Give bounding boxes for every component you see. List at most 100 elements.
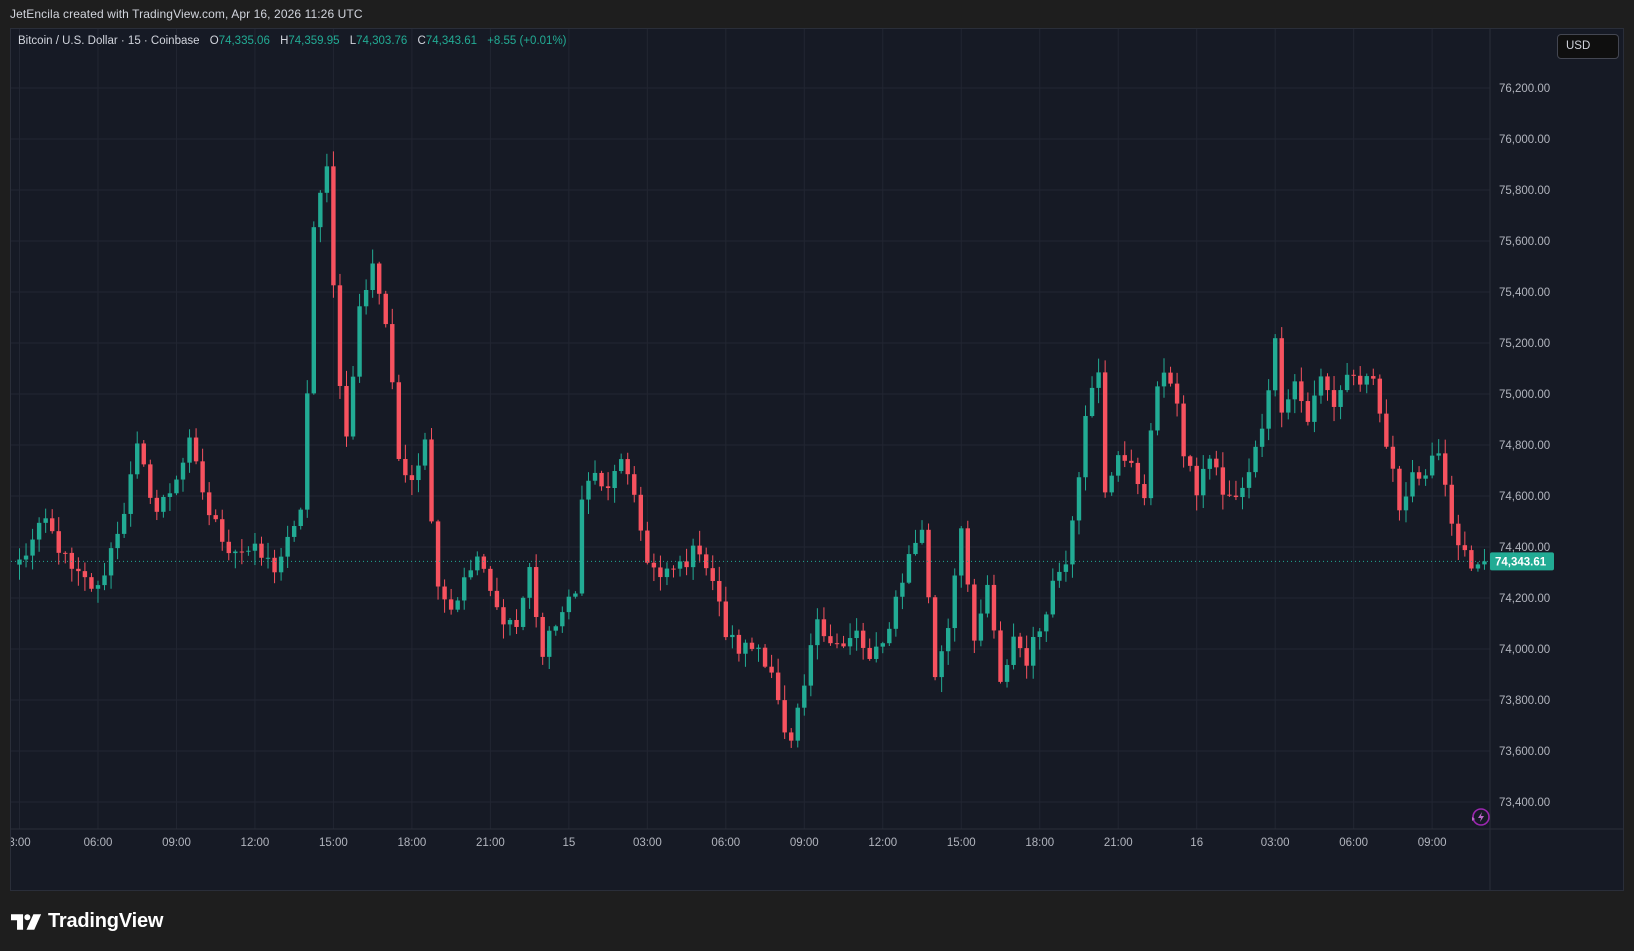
candle xyxy=(174,475,179,496)
candle xyxy=(690,538,696,580)
candle xyxy=(671,565,676,578)
candle xyxy=(645,521,650,565)
candle xyxy=(762,644,768,669)
candle xyxy=(1083,405,1088,491)
candle xyxy=(952,568,957,642)
candle xyxy=(1102,360,1108,498)
candle xyxy=(1292,374,1297,414)
price-axis[interactable]: 76,200.00 76,000.00 75,800.00 75,600.00 75,4… xyxy=(1499,83,1550,809)
time-axis[interactable]: 3:00 06:00 09:00 12:00 15:00 18:00 21:00 15 03:0… xyxy=(11,837,1447,849)
candle xyxy=(1469,545,1474,571)
candle xyxy=(566,589,572,620)
candle xyxy=(1482,549,1487,570)
candle xyxy=(834,633,840,649)
candle xyxy=(324,153,330,203)
candle xyxy=(1233,480,1239,501)
candlestick-chart[interactable]: 76,200.00 76,000.00 75,800.00 75,600.00 75,4… xyxy=(11,29,1624,891)
last-price-badge-bg xyxy=(1490,552,1554,571)
lightning-replay-icon[interactable] xyxy=(1472,808,1490,826)
candle xyxy=(1246,458,1252,499)
candle xyxy=(1031,626,1036,679)
candle xyxy=(1410,459,1415,503)
candle xyxy=(370,249,375,298)
candle xyxy=(1096,358,1101,404)
candle xyxy=(638,486,643,541)
candle xyxy=(265,542,271,569)
tradingview-logo-icon xyxy=(11,913,42,930)
candle xyxy=(488,566,493,597)
candle xyxy=(187,429,192,473)
candle xyxy=(867,638,872,661)
candle xyxy=(965,520,970,592)
price-tick-label: 75,400.00 xyxy=(1499,287,1550,299)
candle xyxy=(1168,366,1173,387)
candle xyxy=(1325,373,1330,401)
candle xyxy=(743,639,748,667)
candle xyxy=(985,575,990,618)
candle xyxy=(363,279,369,315)
top-bar: JetEncila created with TradingView.com, … xyxy=(0,0,1634,28)
candle xyxy=(193,428,199,465)
candle xyxy=(854,618,859,651)
candle xyxy=(795,703,800,748)
time-tick-label: 15:00 xyxy=(319,837,348,849)
candle xyxy=(893,590,899,637)
candle xyxy=(429,428,434,524)
chart-panel[interactable]: 76,200.00 76,000.00 75,800.00 75,600.00 75,4… xyxy=(10,28,1624,891)
candle xyxy=(1017,632,1023,658)
candle xyxy=(736,629,742,662)
time-tick-label: 21:00 xyxy=(1104,837,1133,849)
currency-button[interactable]: USD xyxy=(1557,34,1619,59)
candle xyxy=(455,597,460,613)
candle xyxy=(1371,368,1376,386)
candle xyxy=(1443,439,1448,497)
candle xyxy=(769,654,774,679)
price-tick-label: 75,600.00 xyxy=(1499,236,1550,248)
candle xyxy=(383,290,388,328)
close-label: C xyxy=(417,35,426,47)
candle xyxy=(1240,477,1245,510)
candle xyxy=(206,482,212,526)
candle xyxy=(233,549,238,569)
candle xyxy=(991,574,997,639)
candle xyxy=(547,626,552,669)
candle xyxy=(331,151,336,298)
candle xyxy=(1220,452,1226,510)
candle xyxy=(802,674,807,716)
candle xyxy=(1161,358,1167,398)
candle xyxy=(357,293,362,383)
candle xyxy=(775,658,781,705)
candle xyxy=(880,641,885,654)
price-tick-label: 75,000.00 xyxy=(1499,389,1550,401)
candle xyxy=(377,261,382,305)
candle xyxy=(841,635,846,649)
candle xyxy=(82,562,88,591)
candle xyxy=(514,609,519,635)
candle xyxy=(1423,469,1428,486)
candle xyxy=(625,452,630,485)
candle xyxy=(533,554,539,628)
candle xyxy=(821,607,827,642)
candle xyxy=(1227,480,1232,498)
candle xyxy=(926,523,931,604)
candle xyxy=(684,548,689,576)
price-tick-label: 73,600.00 xyxy=(1499,746,1550,758)
candle xyxy=(494,577,500,610)
candle xyxy=(1063,550,1069,582)
candle xyxy=(167,483,173,511)
candle xyxy=(422,432,428,470)
candle xyxy=(618,453,624,474)
grid-lines xyxy=(11,29,1490,829)
candle xyxy=(887,622,892,647)
candle xyxy=(1155,381,1160,436)
price-tick-label: 73,800.00 xyxy=(1499,695,1550,707)
candle xyxy=(1214,450,1219,476)
candle xyxy=(1331,376,1337,422)
candle xyxy=(906,545,912,585)
candle xyxy=(403,444,408,483)
symbol-legend[interactable]: Bitcoin / U.S. Dollar · 15 · Coinbase O7… xyxy=(18,35,567,47)
candle xyxy=(141,440,146,467)
symbol-title[interactable]: Bitcoin / U.S. Dollar · 15 · Coinbase xyxy=(18,35,200,47)
candle xyxy=(1299,367,1304,413)
tradingview-brand[interactable]: TradingView xyxy=(11,910,163,933)
